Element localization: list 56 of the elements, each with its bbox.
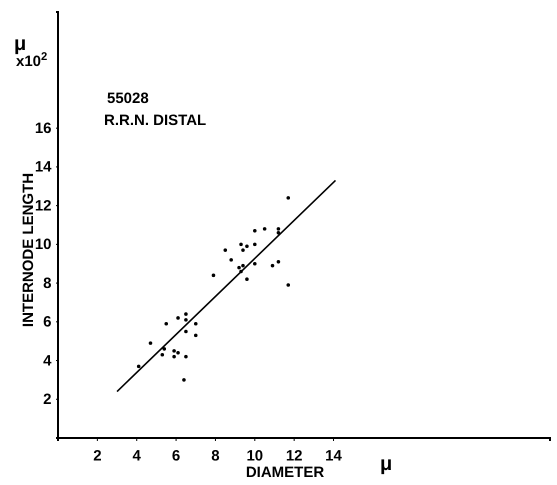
point <box>184 318 188 322</box>
y-tick-label: 10 <box>34 236 52 254</box>
point <box>239 242 243 246</box>
point <box>276 230 280 235</box>
point <box>286 283 290 287</box>
text: 55028 <box>107 90 149 107</box>
point <box>241 264 245 268</box>
x-tick-label: 10 <box>246 448 264 464</box>
text: μ <box>380 453 392 475</box>
point <box>276 227 280 231</box>
x-axis-title: DIAMETER <box>246 464 324 481</box>
x-tick-label: 6 <box>172 448 180 464</box>
point <box>160 352 164 357</box>
point <box>262 227 266 231</box>
y-tick-label: 4 <box>43 352 52 370</box>
point <box>184 354 188 358</box>
point <box>223 248 228 252</box>
point <box>212 274 216 278</box>
x-tick-label: 12 <box>286 448 303 464</box>
point <box>253 229 257 233</box>
point <box>245 277 249 281</box>
text: R.R.N. DISTAL <box>104 112 206 129</box>
point <box>148 341 152 345</box>
text: μ <box>14 33 26 55</box>
y-tick-label: 16 <box>34 120 52 137</box>
y-tick-label: 14 <box>34 158 52 176</box>
x-tick-label: 2 <box>93 448 102 464</box>
point <box>253 262 257 266</box>
point <box>286 196 290 200</box>
point <box>237 266 241 270</box>
y-tick-label: 12 <box>34 197 52 214</box>
point <box>172 349 176 353</box>
x-tick-label: 14 <box>325 448 343 464</box>
y-tick-label: 8 <box>43 274 52 292</box>
point <box>176 351 180 355</box>
point <box>184 312 188 316</box>
x-tick-label: 4 <box>132 448 142 464</box>
point <box>253 242 257 246</box>
point <box>245 244 249 248</box>
point <box>182 378 186 382</box>
x-tick-label: 8 <box>211 448 220 464</box>
y-tick-label: 6 <box>43 314 52 331</box>
point <box>164 322 168 326</box>
point <box>241 248 245 252</box>
point <box>136 364 140 368</box>
point <box>270 264 274 268</box>
point <box>176 316 180 320</box>
y-axis-title: INTERNODE LENGTH <box>20 172 37 328</box>
point <box>172 354 176 358</box>
y-tick-label: 2 <box>43 391 52 408</box>
point <box>162 347 166 351</box>
point <box>184 330 188 334</box>
point <box>194 334 198 338</box>
point <box>276 260 280 264</box>
point <box>229 258 233 262</box>
point <box>194 322 198 326</box>
